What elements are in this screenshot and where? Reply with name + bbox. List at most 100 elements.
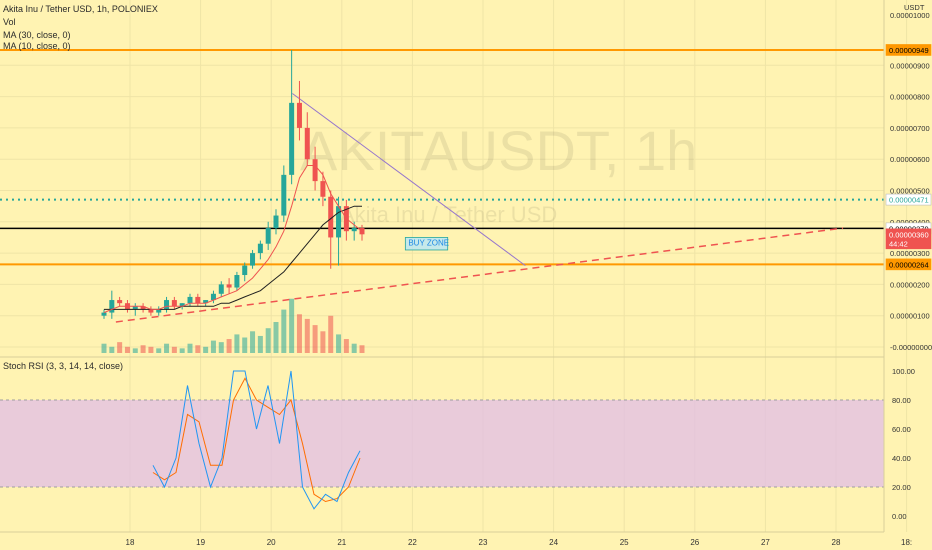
candle-body bbox=[117, 300, 123, 304]
price-axis[interactable]: USDT 0.00001000 0.00000900 0.00000800 0.00… bbox=[883, 0, 932, 532]
volume-bar bbox=[289, 298, 295, 353]
volume-bar bbox=[257, 335, 263, 353]
volume-bar bbox=[226, 339, 232, 353]
stoch-rsi-band bbox=[0, 399, 884, 488]
volume-bar bbox=[296, 314, 302, 353]
candle-body bbox=[242, 265, 248, 276]
candle-body bbox=[156, 309, 162, 313]
volume-bar bbox=[156, 348, 162, 353]
volume-bar bbox=[203, 346, 209, 353]
candle-body bbox=[234, 275, 240, 288]
price-tick-label: 0.00000300 bbox=[890, 249, 930, 258]
volume-bar bbox=[304, 318, 310, 353]
volume-bar bbox=[164, 343, 170, 353]
volume-bar bbox=[101, 343, 107, 353]
candle-body bbox=[171, 300, 177, 307]
price-badge-label: 0.00000949 bbox=[889, 46, 929, 55]
volume-bar bbox=[242, 337, 248, 353]
time-tick-label: 22 bbox=[408, 538, 417, 547]
volume-bar bbox=[328, 315, 334, 353]
price-badge-label: 0.00000264 bbox=[889, 260, 929, 269]
symbol-legend[interactable]: Akita Inu / Tether USD, 1h, POLONIEX bbox=[3, 4, 158, 14]
volume-bar bbox=[148, 346, 154, 353]
candle-body bbox=[336, 206, 342, 238]
volume-bar bbox=[171, 346, 177, 353]
candle-body bbox=[265, 228, 271, 244]
price-tick-label: 0.00000900 bbox=[890, 61, 930, 70]
volume-bar bbox=[218, 342, 224, 353]
candle-body bbox=[226, 284, 232, 288]
volume-bar bbox=[265, 328, 271, 353]
volume-bar bbox=[124, 346, 130, 353]
candle-body bbox=[351, 228, 357, 232]
volume-bar bbox=[343, 339, 349, 353]
volume-bar bbox=[320, 331, 326, 353]
price-tick-label: 0.00000800 bbox=[890, 93, 930, 102]
candle-body bbox=[109, 300, 115, 313]
time-tick-label: 24 bbox=[549, 538, 558, 547]
top-price-label: 0.00001000 bbox=[890, 11, 930, 20]
moving-averages bbox=[103, 165, 363, 314]
candle-body bbox=[210, 293, 216, 301]
time-tick-label: 21 bbox=[337, 538, 346, 547]
price-tick-label: 0.00000600 bbox=[890, 155, 930, 164]
volume-bar bbox=[140, 345, 146, 353]
volume-bar bbox=[210, 340, 216, 353]
candle-body bbox=[164, 300, 170, 310]
overbought-oversold-band bbox=[0, 400, 884, 487]
price-tick-label: 0.00000200 bbox=[890, 280, 930, 289]
time-tick-label: 25 bbox=[620, 538, 629, 547]
volume-bars bbox=[101, 298, 365, 353]
stoch-rsi-legend[interactable]: Stoch RSI (3, 3, 14, 14, close) bbox=[3, 361, 124, 371]
buy-zone-box[interactable] bbox=[404, 237, 449, 251]
candle-body bbox=[148, 309, 154, 313]
time-tick-label: 27 bbox=[761, 538, 770, 547]
price-badge-label: 0.00000471 bbox=[889, 196, 929, 205]
horizontal-levels[interactable] bbox=[0, 48, 884, 266]
candle-body bbox=[281, 174, 287, 216]
time-tick-label: 20 bbox=[267, 538, 276, 547]
time-tick-label: 28 bbox=[832, 538, 841, 547]
candle-body bbox=[273, 215, 279, 229]
price-tick-label: 0.00000700 bbox=[890, 124, 930, 133]
stoch-d-line bbox=[152, 377, 361, 503]
time-axis[interactable]: 18 19 20 21 22 23 24 25 26 27 28 18: bbox=[0, 531, 912, 547]
ma30-legend[interactable]: MA (30, close, 0) bbox=[3, 30, 71, 40]
candle-body bbox=[195, 296, 201, 304]
candle-body bbox=[320, 181, 326, 197]
volume-legend[interactable]: Vol bbox=[3, 17, 16, 27]
volume-bar bbox=[312, 325, 318, 353]
rsi-tick-label: 20.00 bbox=[892, 483, 911, 492]
rsi-tick-label: 60.00 bbox=[892, 425, 911, 434]
volume-bar bbox=[281, 309, 287, 353]
rsi-tick-label: 0.00 bbox=[892, 512, 907, 521]
watermark: AKITAUSDT, 1h Akita Inu / Tether USD bbox=[300, 119, 697, 227]
candle-body bbox=[179, 303, 185, 307]
buy-zone[interactable]: BUY ZONE bbox=[404, 237, 449, 251]
stoch-rsi-lines bbox=[152, 370, 361, 510]
ascending-trendline bbox=[115, 227, 844, 323]
rsi-tick-label: 80.00 bbox=[892, 396, 911, 405]
volume-bar bbox=[359, 345, 365, 353]
currency-label: USDT bbox=[904, 3, 925, 12]
candle-body bbox=[312, 159, 318, 182]
ma10-legend[interactable]: MA (10, close, 0) bbox=[3, 41, 71, 51]
trendlines[interactable] bbox=[115, 93, 844, 323]
time-tick-label: 18: bbox=[901, 538, 912, 547]
price-badge bbox=[885, 258, 932, 271]
rsi-tick-label: 100.00 bbox=[892, 367, 915, 376]
stoch-rsi-axis: 100.00 80.00 60.00 40.00 20.00 0.00 bbox=[892, 367, 915, 521]
volume-bar bbox=[179, 348, 185, 353]
candlesticks bbox=[101, 49, 365, 319]
descending-trendline bbox=[292, 93, 526, 267]
price-tick-label: 0.00000400 bbox=[890, 218, 930, 227]
candle-body bbox=[289, 102, 295, 175]
candle-body bbox=[218, 284, 224, 294]
volume-bar bbox=[132, 348, 138, 353]
volume-bar bbox=[273, 322, 279, 353]
time-tick-label: 23 bbox=[479, 538, 488, 547]
candle-body bbox=[257, 243, 263, 254]
price-badge bbox=[885, 44, 932, 56]
volume-bar bbox=[187, 343, 193, 353]
